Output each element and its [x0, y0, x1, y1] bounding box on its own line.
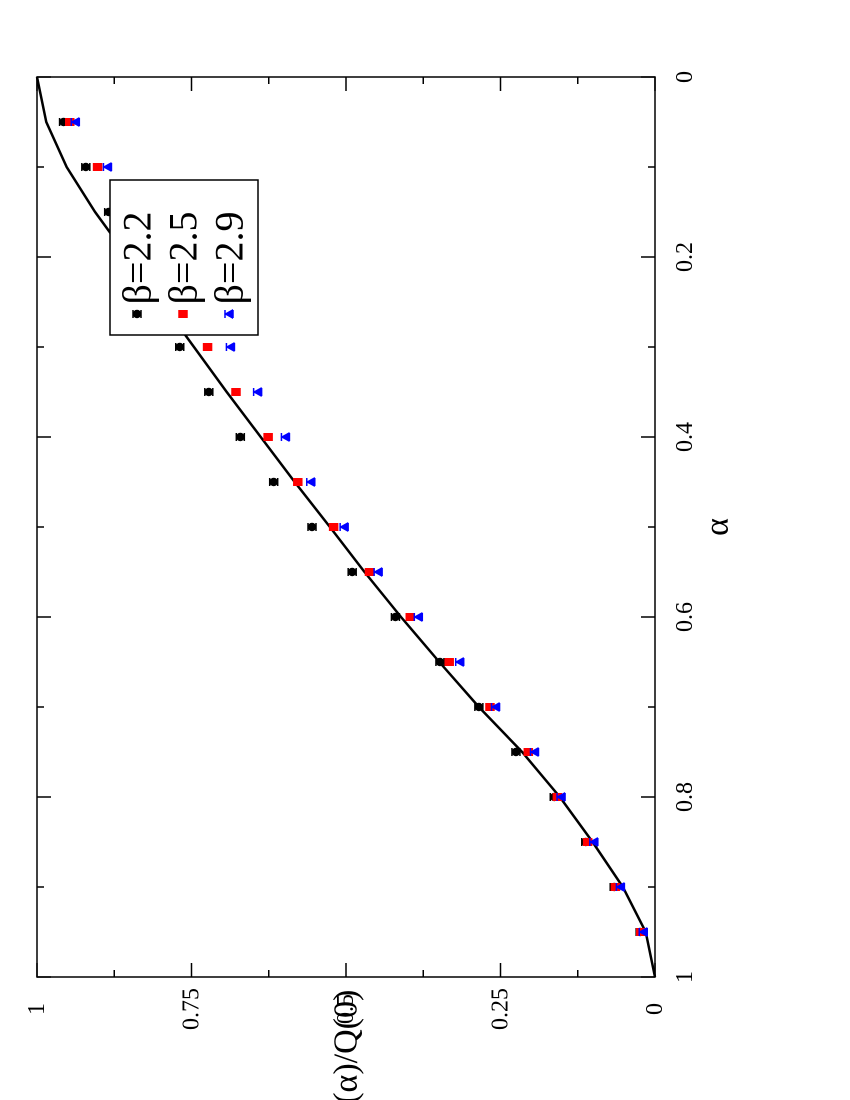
legend-label-2: β=2.5 [161, 212, 206, 305]
series-2-point [65, 118, 74, 126]
x-tick-label: 1 [672, 971, 698, 983]
x-tick-label: 0.2 [672, 242, 698, 272]
series-2-point [485, 703, 494, 711]
series-3-point [490, 702, 500, 712]
series-1-point [204, 387, 214, 397]
series-2-point [329, 523, 338, 531]
y-tick-label: 0.5 [333, 994, 359, 1024]
series-2-point [406, 613, 415, 621]
y-tick-label: 1 [24, 1003, 50, 1015]
y-tick-label: 0 [642, 1003, 668, 1015]
series-2-point [293, 478, 302, 486]
series-1-point [307, 522, 317, 532]
series-3-point [588, 837, 598, 847]
series-2-point [524, 748, 533, 756]
series-1-point [391, 612, 400, 622]
series-3-point [225, 342, 235, 352]
x-tick-label: 0 [672, 71, 698, 83]
series-3-point [339, 522, 349, 532]
x-tick-label: 0.8 [672, 782, 698, 812]
legend-marker-1 [132, 309, 142, 319]
series-1-point [236, 432, 245, 442]
series-2-point [365, 568, 374, 576]
plot-area: 0 0.2 0.4 0.6 0.8 1 0 0.25 0.5 0.75 1 α Q(α)/Q(0) β=2… [24, 71, 736, 1100]
series-2-point [203, 343, 212, 351]
series-3-point [413, 612, 423, 622]
legend-box [109, 179, 259, 336]
x-axis-label: α [699, 518, 736, 536]
series-3-point [280, 432, 290, 442]
series-2-point [264, 433, 273, 441]
y-tick-label: 0.25 [488, 988, 514, 1030]
series-1-point [81, 162, 91, 172]
series-3-point [454, 657, 464, 667]
legend-label-3: β=2.9 [207, 212, 252, 305]
series-1-point [511, 747, 521, 757]
series-3-point [373, 567, 383, 577]
series-3-point [615, 882, 625, 892]
series-2-point [93, 163, 102, 171]
series-2-point [583, 838, 592, 846]
legend-marker-3 [224, 309, 233, 319]
series-2-point [445, 658, 454, 666]
series-3-point [638, 927, 648, 937]
series-3-point [529, 747, 539, 757]
series-2-point [231, 388, 240, 396]
x-tick-label: 0.6 [672, 602, 698, 632]
series-1-point [347, 567, 357, 577]
x-tick-label: 0.4 [672, 422, 698, 452]
series-3-point [102, 162, 112, 172]
series-3-point [305, 477, 315, 487]
series-1-point [435, 657, 445, 667]
series-3-point [556, 792, 566, 802]
legend-marker-2 [179, 310, 187, 318]
y-tick-label: 0.75 [179, 988, 205, 1030]
legend-label-1: β=2.2 [115, 212, 160, 305]
series-3-point [252, 387, 262, 397]
series-1-point [474, 702, 484, 712]
series-1-point [269, 477, 278, 487]
series-3-point [70, 117, 80, 127]
y-axis-label: Q(α)/Q(0) [328, 990, 365, 1100]
series-1-point [175, 342, 184, 352]
